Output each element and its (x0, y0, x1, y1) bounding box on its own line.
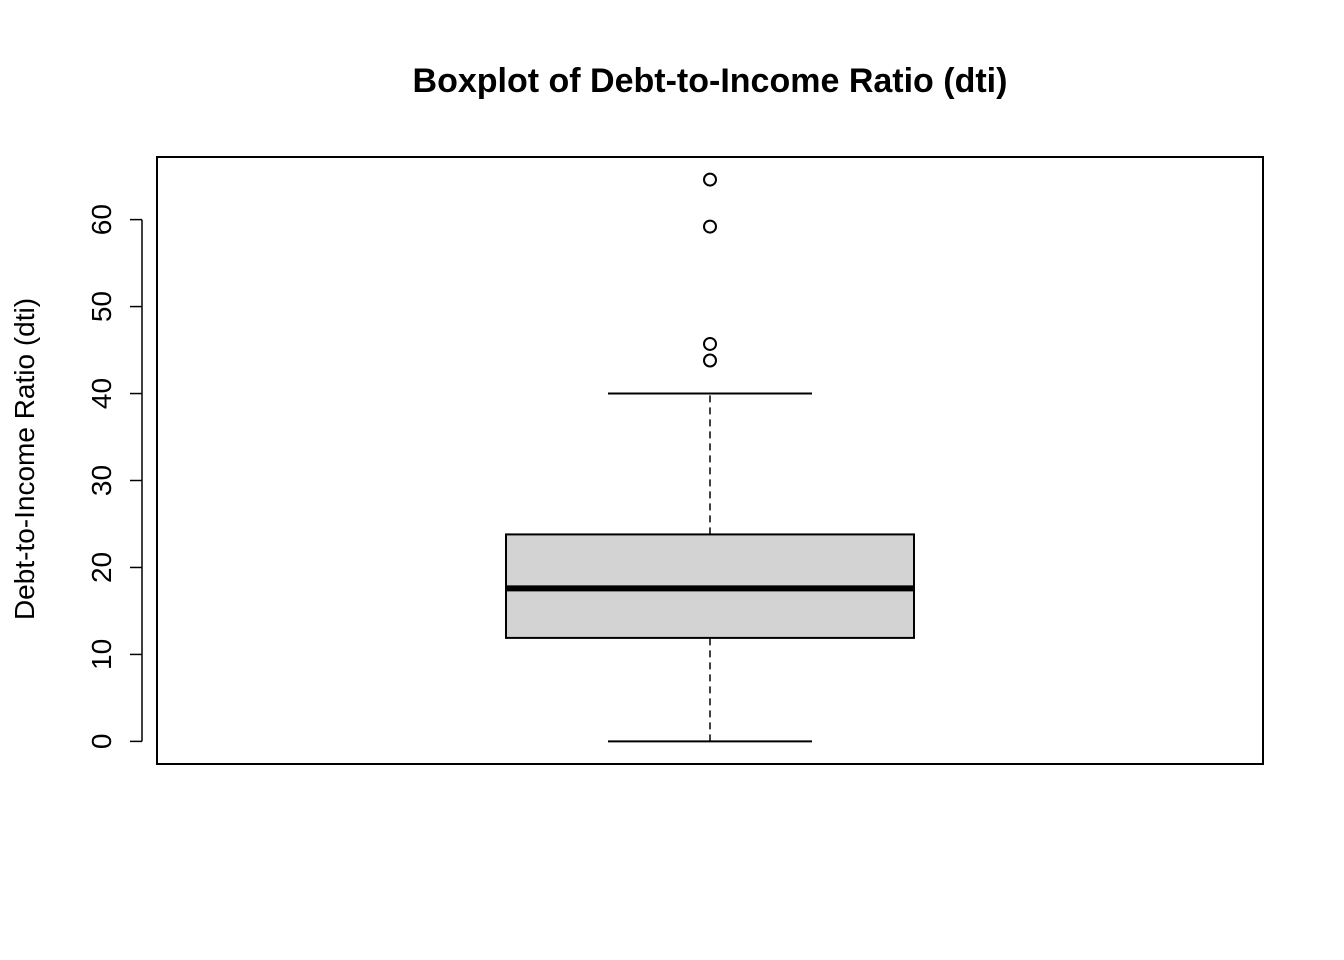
outlier-point (703, 353, 717, 368)
y-tick-label: 0 (86, 734, 117, 750)
outlier-point (703, 219, 717, 234)
y-tick-label: 50 (86, 291, 117, 322)
outlier-point (703, 172, 717, 187)
outlier-points (703, 172, 717, 368)
chart-title: Boxplot of Debt-to-Income Ratio (dti) (413, 62, 1008, 100)
y-tick-label: 20 (86, 552, 117, 583)
y-tick-label: 40 (86, 378, 117, 409)
y-tick-label: 30 (86, 465, 117, 496)
plot-frame (156, 156, 1264, 765)
y-axis: 0 10 20 30 40 50 60 (86, 204, 143, 750)
y-axis-label: Debt-to-Income Ratio (dti) (9, 298, 40, 620)
outlier-point (703, 336, 717, 351)
box-and-whiskers (505, 392, 915, 743)
y-tick-label: 60 (86, 204, 117, 235)
y-tick-label: 10 (86, 639, 117, 670)
